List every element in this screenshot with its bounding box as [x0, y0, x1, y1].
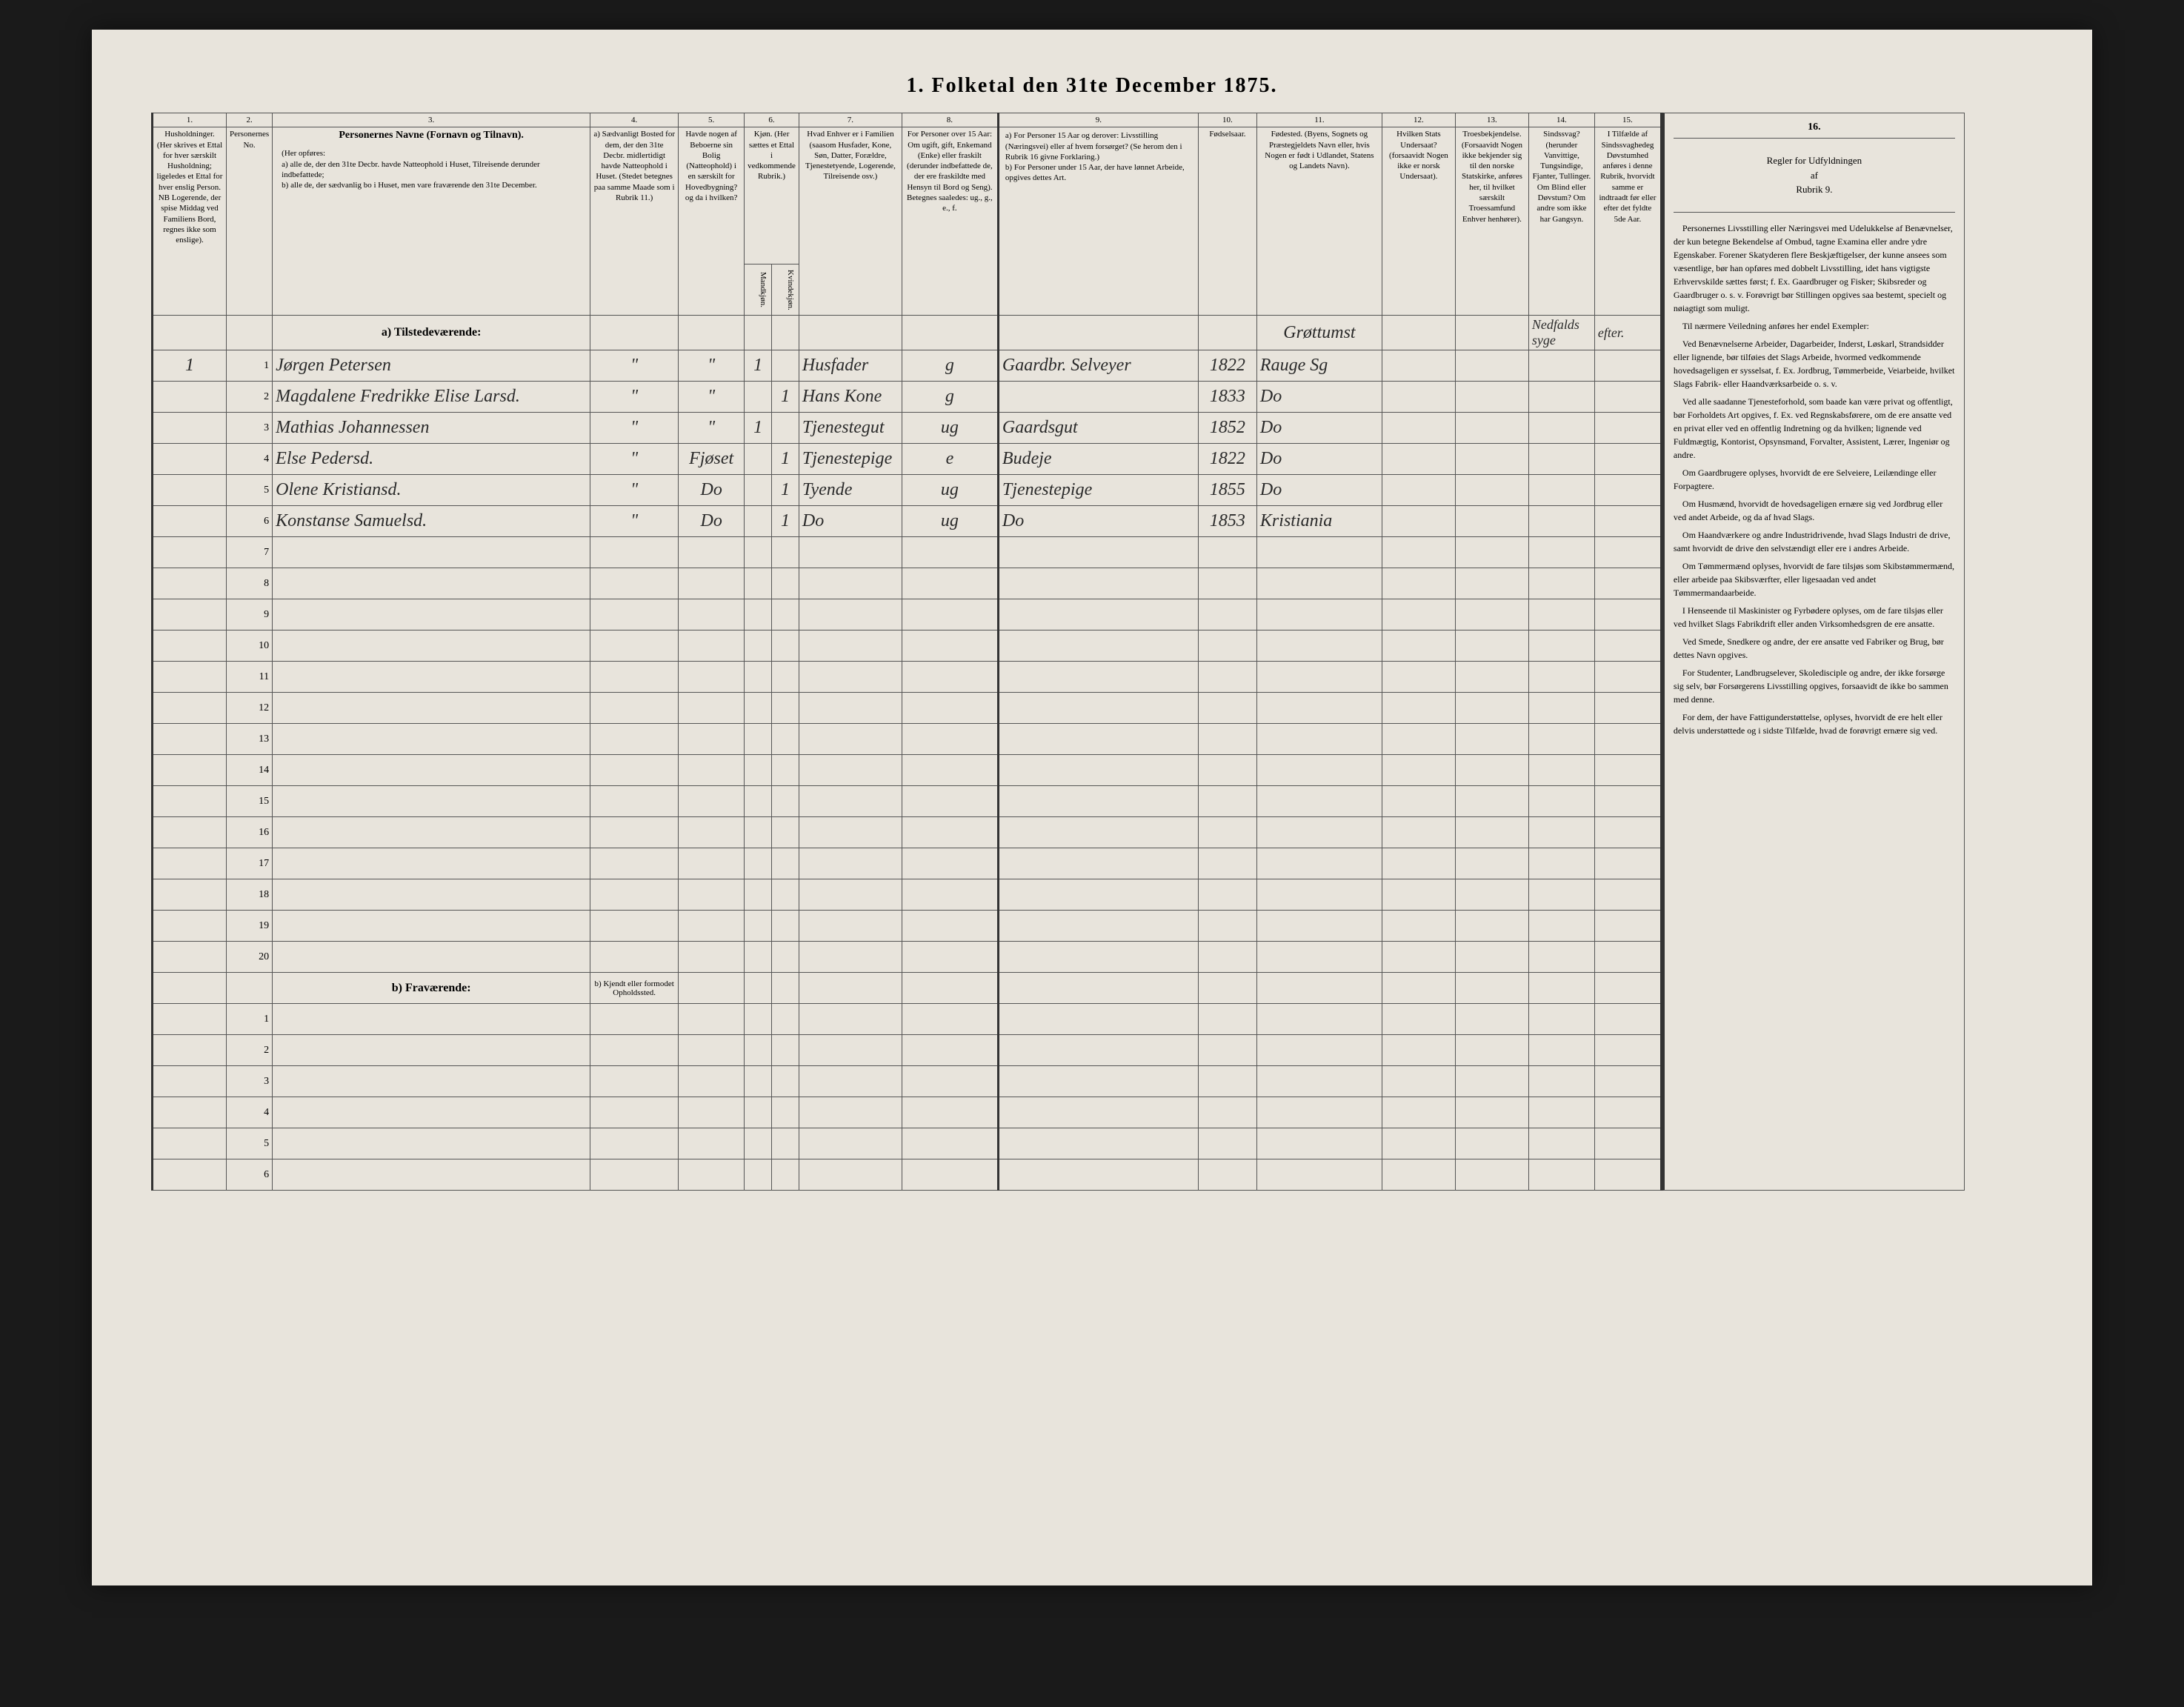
section-b-row: b) Fraværende: b) Kjendt eller formodet … — [153, 973, 1662, 1004]
data-rows-a: 1 1 Jørgen Petersen " " 1 Husfader g Gaa… — [153, 350, 1662, 537]
colnum-10: 10. — [1198, 113, 1256, 127]
header-11: Fødested. (Byens, Sognets og Præstegjeld… — [1256, 127, 1382, 316]
sidebar-paragraph: Om Haandværkere og andre Industridrivend… — [1674, 528, 1955, 555]
sidebar-paragraph: For dem, der have Fattigunderstøttelse, … — [1674, 711, 1955, 737]
sidebar-paragraph: Ved Smede, Snedkere og andre, der ere an… — [1674, 635, 1955, 662]
colnum-9: 9. — [998, 113, 1198, 127]
table-row: 6 — [153, 1159, 1662, 1191]
table-row: 2 Magdalene Fredrikke Elise Larsd. " " 1… — [153, 382, 1662, 413]
sidebar-paragraph: Personernes Livsstilling eller Næringsve… — [1674, 222, 1955, 315]
table-row: 11 — [153, 662, 1662, 693]
sidebar-paragraph: Til nærmere Veiledning anføres her endel… — [1674, 319, 1955, 333]
table-row: 19 — [153, 911, 1662, 942]
header-3-title: Personernes Navne (Fornavn og Tilnavn). — [276, 129, 587, 142]
colnum-4: 4. — [590, 113, 679, 127]
census-table: 1. 2. 3. 4. 5. 6. 7. 8. 9. 10. 11. 12. 1… — [151, 113, 1662, 1191]
sidebar-paragraph: Om Tømmermænd oplyses, hvorvidt de fare … — [1674, 559, 1955, 599]
ledger-container: 1. 2. 3. 4. 5. 6. 7. 8. 9. 10. 11. 12. 1… — [151, 113, 2033, 1191]
table-row: 4 — [153, 1097, 1662, 1128]
sidebar-paragraph: I Henseende til Maskinister og Fyrbødere… — [1674, 604, 1955, 630]
table-row: 3 Mathias Johannessen " " 1 Tjenestegut … — [153, 413, 1662, 444]
sidebar-title: Regler for Udfyldningen af Rubrik 9. — [1674, 139, 1955, 213]
header-13: Troesbekjendelse. (Forsaavidt Nogen ikke… — [1455, 127, 1528, 316]
table-row: 9 — [153, 599, 1662, 630]
header-6b: Kvindekjøn. — [772, 264, 799, 316]
empty-rows-a: 7 8 9 10 11 12 — [153, 537, 1662, 973]
table-row: 3 — [153, 1066, 1662, 1097]
table-row: 5 — [153, 1128, 1662, 1159]
col-number-row: 1. 2. 3. 4. 5. 6. 7. 8. 9. 10. 11. 12. 1… — [153, 113, 1662, 127]
colnum-5: 5. — [679, 113, 745, 127]
header-9: a) For Personer 15 Aar og derover: Livss… — [998, 127, 1198, 316]
colnum-8: 8. — [902, 113, 998, 127]
table-row: 4 Else Pedersd. " Fjøset 1 Tjenestepige … — [153, 444, 1662, 475]
empty-rows-b: 1 2 3 4 5 6 — [153, 1004, 1662, 1191]
col15-hand: efter. — [1594, 316, 1661, 350]
table-row: 7 — [153, 537, 1662, 568]
header-3-sub: (Her opføres: a) alle de, der den 31te D… — [276, 148, 587, 190]
table-row: 1 — [153, 1004, 1662, 1035]
table-row: 2 — [153, 1035, 1662, 1066]
colnum-14: 14. — [1528, 113, 1594, 127]
header-12: Hvilken Stats Undersaat? (forsaavidt Nog… — [1382, 127, 1455, 316]
table-row: 18 — [153, 879, 1662, 911]
header-15: I Tilfælde af Sindssvaghedeg Døvstumhed … — [1594, 127, 1661, 316]
colnum-3: 3. — [273, 113, 590, 127]
colnum-1: 1. — [153, 113, 227, 127]
table-row: 13 — [153, 724, 1662, 755]
header-7: Hvad Enhver er i Familien (saasom Husfad… — [799, 127, 902, 316]
locality-cell: Grøttumst — [1256, 316, 1382, 350]
sidebar-col16: 16. Regler for Udfyldningen af Rubrik 9.… — [1662, 113, 1965, 1191]
table-row: 5 Olene Kristiansd. " Do 1 Tyende ug Tje… — [153, 475, 1662, 506]
colnum-6: 6. — [745, 113, 799, 127]
sidebar-paragraph: Ved alle saadanne Tjenesteforhold, som b… — [1674, 395, 1955, 462]
header-5: Havde nogen af Beboerne sin Bolig (Natte… — [679, 127, 745, 316]
header-8: For Personer over 15 Aar: Om ugift, gift… — [902, 127, 998, 316]
header-6a: Mandkjøn. — [745, 264, 772, 316]
sidebar-paragraph: Ved Benævnelserne Arbeider, Dagarbeider,… — [1674, 337, 1955, 390]
census-page: 1. Folketal den 31te December 1875. 1. 2… — [92, 30, 2092, 1585]
sidebar-paragraph: Om Gaardbrugere oplyses, hvorvidt de ere… — [1674, 466, 1955, 493]
table-row: 17 — [153, 848, 1662, 879]
section-a-label: a) Tilstedeværende: — [273, 316, 590, 350]
table-row: 16 — [153, 817, 1662, 848]
colnum-2: 2. — [227, 113, 273, 127]
colnum-13: 13. — [1455, 113, 1528, 127]
table-row: 14 — [153, 755, 1662, 786]
colnum-12: 12. — [1382, 113, 1455, 127]
sidebar-paragraph: For Studenter, Landbrugselever, Skoledis… — [1674, 666, 1955, 706]
table-row: 6 Konstanse Samuelsd. " Do 1 Do ug Do 18… — [153, 506, 1662, 537]
header-10: Fødselsaar. — [1198, 127, 1256, 316]
colnum-11: 11. — [1256, 113, 1382, 127]
col14-hand: Nedfalds syge — [1528, 316, 1594, 350]
header-2: Personernes No. — [227, 127, 273, 316]
header-6: Kjøn. (Her sættes et Ettal i vedkommende… — [745, 127, 799, 264]
header-row: Husholdninger. (Her skrives et Ettal for… — [153, 127, 1662, 264]
table-row: 10 — [153, 630, 1662, 662]
colnum-7: 7. — [799, 113, 902, 127]
sidebar-paragraphs: Personernes Livsstilling eller Næringsve… — [1674, 222, 1955, 737]
header-4: a) Sædvanligt Bosted for dem, der den 31… — [590, 127, 679, 316]
header-14: Sindssvag? (herunder Vanvittige, Tungsin… — [1528, 127, 1594, 316]
header-3: Personernes Navne (Fornavn og Tilnavn). … — [273, 127, 590, 316]
colnum-16: 16. — [1674, 119, 1955, 139]
section-b-label: b) Fraværende: — [273, 973, 590, 1004]
table-row: 1 1 Jørgen Petersen " " 1 Husfader g Gaa… — [153, 350, 1662, 382]
table-row: 20 — [153, 942, 1662, 973]
page-title: 1. Folketal den 31te December 1875. — [151, 74, 2033, 98]
section-a-row: a) Tilstedeværende: Grøttumst Nedfalds s… — [153, 316, 1662, 350]
table-row: 8 — [153, 568, 1662, 599]
section-b-col4: b) Kjendt eller formodet Opholdssted. — [590, 973, 679, 1004]
table-row: 15 — [153, 786, 1662, 817]
header-1: Husholdninger. (Her skrives et Ettal for… — [153, 127, 227, 316]
colnum-15: 15. — [1594, 113, 1661, 127]
table-row: 12 — [153, 693, 1662, 724]
sidebar-paragraph: Om Husmænd, hvorvidt de hovedsageligen e… — [1674, 497, 1955, 524]
